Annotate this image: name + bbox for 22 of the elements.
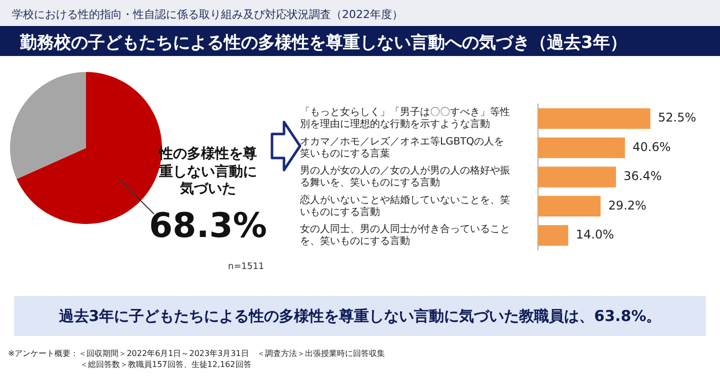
text: ＜総回答数＞教職員157回答、生徒12,162回答: [79, 360, 252, 371]
bar: [538, 225, 568, 246]
y-tick-label: 恋人がいないことや結婚していないことを、笑いものにする言動: [299, 194, 510, 218]
bar: [538, 108, 650, 129]
y-tick-label: 女の人同士、男の人同士が付き合っていることを、笑いものにする言動: [300, 222, 510, 247]
data-label: 29.2%: [608, 198, 646, 212]
text: 勤務校の子どもたちによる性の多様性を尊重しない言動への気づき（過去3年）: [20, 32, 627, 54]
y-tick-label: オカマ／ホモ／レズ／オネエ等LGBTQの人を笑いものにする言葉: [300, 135, 504, 160]
y-tick-label: 「もっと女らしく」「男子は〇〇すべき」等性別を理由に理想的な行動を示すような言動: [300, 106, 510, 130]
text: n=1511: [228, 262, 264, 272]
data-label: 14.0%: [576, 228, 614, 242]
data-label: 68.3%: [148, 206, 268, 246]
chart-subtitle: 学校における性的指向・性自認に係る取り組み及び対応状況調査（2022年度）: [12, 7, 403, 22]
y-tick-label: 男の人が女の人の／女の人が男の人の格好や振る舞いを、笑いものにする言動: [300, 164, 510, 189]
bar: [538, 166, 616, 188]
text: 過去3年に子どもたちによる性の多様性を尊重しない言動に気づいた教職員は、63.8%。: [14, 296, 706, 336]
data-label: 52.5%: [658, 110, 696, 125]
bar: [538, 137, 625, 158]
bar: [538, 196, 601, 217]
data-label: 40.6%: [632, 140, 671, 154]
data-label: 36.4%: [624, 169, 662, 184]
text: ※アンケート概要：＜回収期間＞2022年6月1日～2023年3月31日 ＜調査方法＞出張授業時に回答収集: [8, 349, 385, 360]
